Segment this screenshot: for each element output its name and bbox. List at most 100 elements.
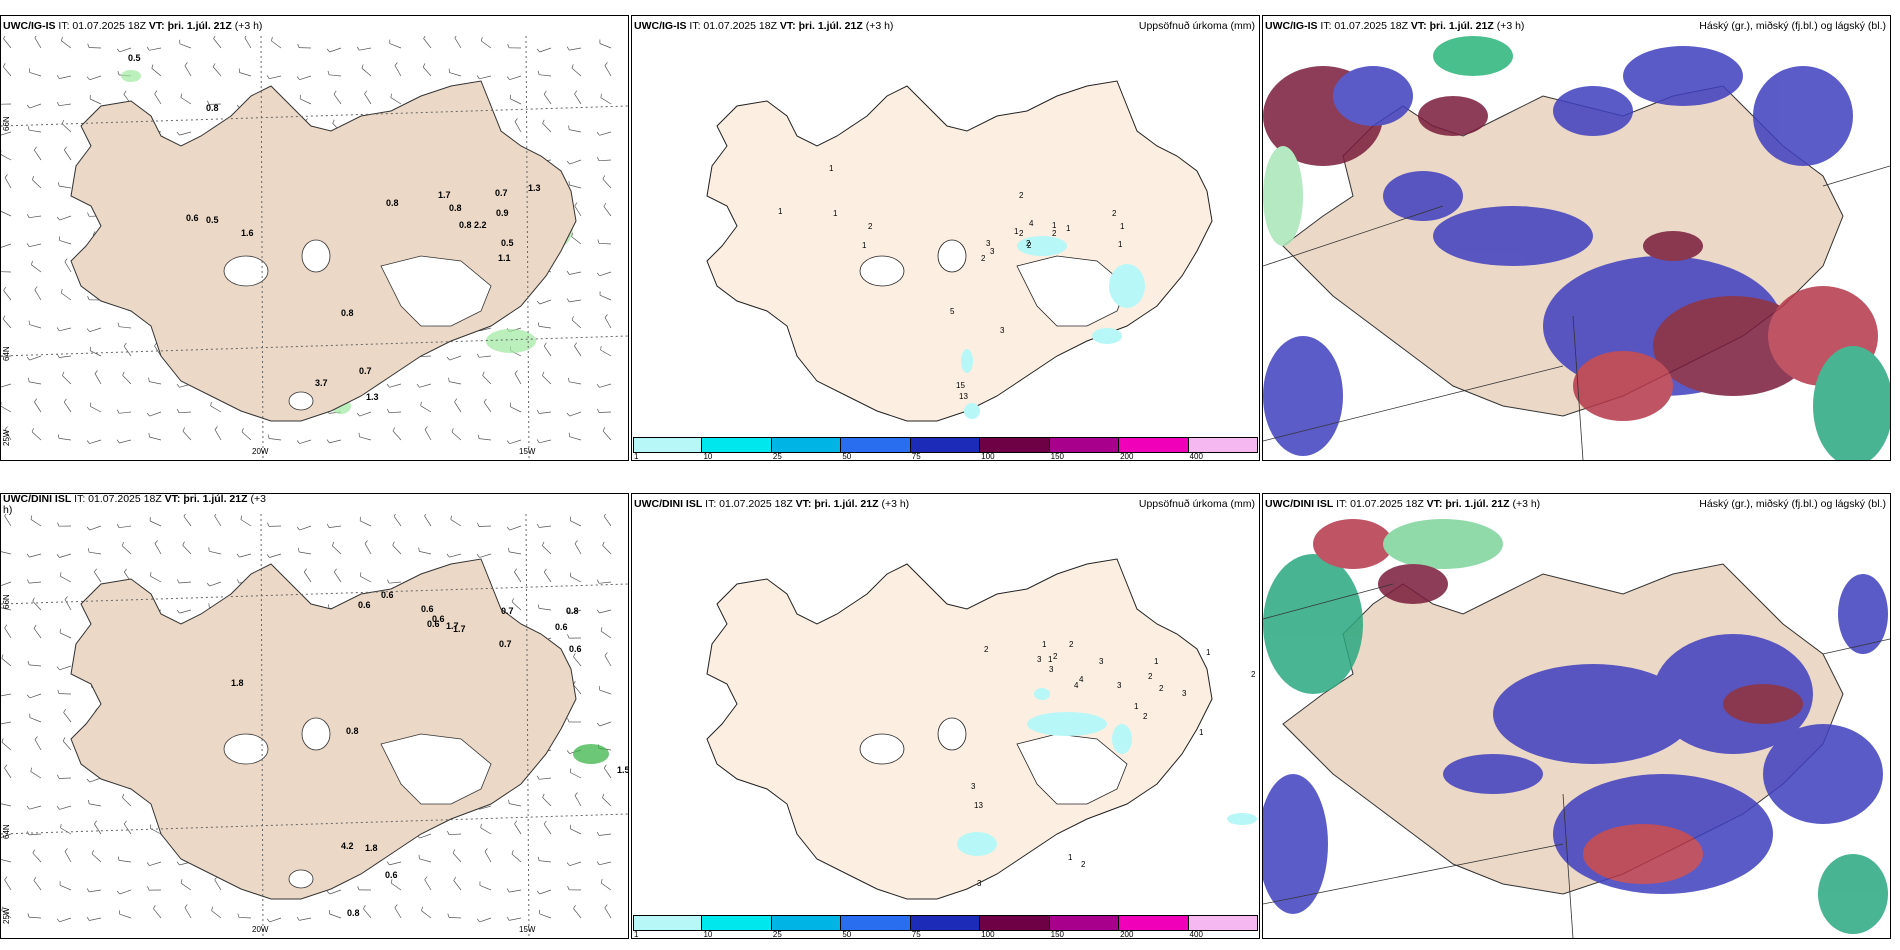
- colorbar-swatch: [980, 437, 1050, 453]
- colorbar-swatch: [702, 915, 772, 931]
- cloud-map[interactable]: [1263, 36, 1890, 460]
- panel-wind-ig: UWC/IG-IS IT: 01.07.2025 18Z VT: þri. 1.…: [0, 15, 629, 461]
- wind-speed-label: 0.9: [496, 208, 509, 218]
- precip-value-label: 2: [1027, 241, 1032, 250]
- colorbar-label: 50: [842, 452, 852, 461]
- precip-value-label: 3: [1037, 655, 1042, 664]
- precip-value-label: 2: [1148, 672, 1153, 681]
- precip-value-label: 1: [829, 164, 834, 173]
- precip-shading: [961, 236, 1145, 419]
- wind-speed-label: 1.8: [231, 678, 244, 688]
- colorbar-swatch: [910, 915, 981, 931]
- wind-speed-label: 1.5: [617, 765, 628, 775]
- colorbar-label: 25: [772, 452, 782, 461]
- panel-header: UWC/IG-IS IT: 01.07.2025 18Z VT: þri. 1.…: [634, 20, 1255, 32]
- colorbar-swatch: [771, 437, 842, 453]
- wind-speed-label: 1.8: [365, 843, 378, 853]
- panel-precip-dini: UWC/DINI ISL IT: 01.07.2025 18Z VT: þri.…: [631, 493, 1260, 939]
- precip-value-label: 2: [984, 645, 989, 654]
- precip-value-label: 3: [971, 782, 976, 791]
- precip-value-label: 1: [1206, 648, 1211, 657]
- wind-map[interactable]: 20W 15W 66N 64N 25W 0.60.6 0.60.60.6 1.71.…: [1, 514, 628, 938]
- lat-label: 64N: [2, 824, 11, 839]
- precip-value-label: 1: [1118, 240, 1123, 249]
- colorbar-label: 10: [703, 452, 713, 461]
- wind-speed-labels: 0.50.80.6 0.51.60.81.70.80.8 2.20.70.91.30…: [128, 53, 541, 402]
- wind-speed-label: 0.7: [495, 188, 508, 198]
- colorbar-swatch: [771, 915, 842, 931]
- colorbar-swatch: [1119, 437, 1189, 453]
- precip-value-label: 13: [974, 801, 983, 810]
- wind-speed-label: 0.7: [359, 366, 372, 376]
- panel-wind-dini: UWC/DINI ISL IT: 01.07.2025 18Z VT: þri.…: [0, 493, 629, 939]
- cloud-shading: [1263, 519, 1888, 934]
- lat-label: 64N: [2, 346, 11, 361]
- colorbar-swatch: [1049, 915, 1120, 931]
- wind-speed-label: 0.6: [427, 619, 440, 629]
- precip-value-label: 1: [1068, 853, 1073, 862]
- wind-map[interactable]: 20W 15W 66N 64N 25W 0.5 0.8 0.6 0.5 1.6 0.8 1.…: [1, 36, 628, 460]
- precip-value-label: 1: [1042, 640, 1047, 649]
- cloud-map[interactable]: [1263, 514, 1890, 938]
- precip-value-label: 2: [1052, 229, 1057, 238]
- wind-speed-label: 0.8: [449, 203, 462, 213]
- colorbar-label: 200: [1120, 930, 1134, 939]
- panel-cloud-dini: UWC/DINI ISL IT: 01.07.2025 18Z VT: þri.…: [1262, 493, 1891, 939]
- precip-value-label: 1: [1134, 702, 1139, 711]
- precip-value-label: 1: [1014, 227, 1019, 236]
- wind-speed-label: 0.8: [347, 908, 360, 918]
- wind-speed-label: 1.7: [438, 190, 451, 200]
- panel-header: UWC/DINI ISL IT: 01.07.2025 18Z VT: þri.…: [634, 498, 1255, 510]
- wind-speed-label: 1.7: [453, 624, 466, 634]
- wind-speed-label: 0.6: [385, 870, 398, 880]
- precip-value-label: 2: [1019, 229, 1024, 238]
- colorbar-frame: [633, 437, 1258, 453]
- precip-value-label: 3: [1099, 657, 1104, 666]
- precip-value-label: 1: [1048, 655, 1053, 664]
- panel-header: UWC/IG-IS IT: 01.07.2025 18Z VT: þri. 1.…: [1265, 20, 1886, 32]
- panel-header: UWC/IG-IS IT: 01.07.2025 18Z VT: þri. 1.…: [3, 20, 263, 32]
- colorbar-label: 1: [634, 452, 639, 461]
- lon-label: 20W: [252, 447, 269, 456]
- wind-speed-label: 1.7: [446, 621, 459, 631]
- panel-precip-ig: UWC/IG-IS IT: 01.07.2025 18Z VT: þri. 1.…: [631, 15, 1260, 461]
- wind-speed-label: 1.3: [528, 183, 541, 193]
- colorbar-swatch: [1049, 437, 1120, 453]
- precip-value-label: 4: [1074, 681, 1079, 690]
- precip-value-label: 1: [1154, 657, 1159, 666]
- precip-value-label: 2: [981, 254, 986, 263]
- precip-value-label: 3: [1182, 689, 1187, 698]
- wind-speed-label: 0.5: [206, 215, 219, 225]
- precip-shading: [957, 688, 1257, 856]
- precip-value-label: 3: [990, 247, 995, 256]
- colorbar-label: 10: [703, 930, 713, 939]
- precip-value-label: 4: [1079, 675, 1084, 684]
- wind-speed-label: 0.8: [386, 198, 399, 208]
- colorbar-label: 75: [911, 930, 921, 939]
- precip-value-label: 3: [1000, 326, 1005, 335]
- colorbar-swatch: [702, 437, 772, 453]
- colorbar-label: 100: [981, 930, 995, 939]
- precip-value-label: 1: [1066, 224, 1071, 233]
- wind-speed-label: 0.8: [341, 308, 354, 318]
- precip-value-label: 2: [1159, 684, 1164, 693]
- lat-label: 66N: [2, 116, 11, 131]
- precip-value-label: 2: [1112, 209, 1117, 218]
- colorbar-swatch: [633, 437, 703, 453]
- colorbar-label: 400: [1189, 930, 1203, 939]
- colorbar-swatch: [1119, 915, 1189, 931]
- colorbar-swatch: [841, 437, 911, 453]
- colorbar-swatch: [841, 915, 911, 931]
- wind-speed-label: 0.6: [381, 590, 394, 600]
- wind-speed-label: 0.5: [128, 53, 141, 63]
- lon-label: 20W: [252, 925, 269, 934]
- colorbar-label: 1: [634, 930, 639, 939]
- wind-speed-label: 0.7: [501, 606, 514, 616]
- wind-speed-label: 0.8: [566, 606, 579, 616]
- precip-value-label: 2: [1143, 712, 1148, 721]
- precip-value-label: 3: [977, 879, 982, 888]
